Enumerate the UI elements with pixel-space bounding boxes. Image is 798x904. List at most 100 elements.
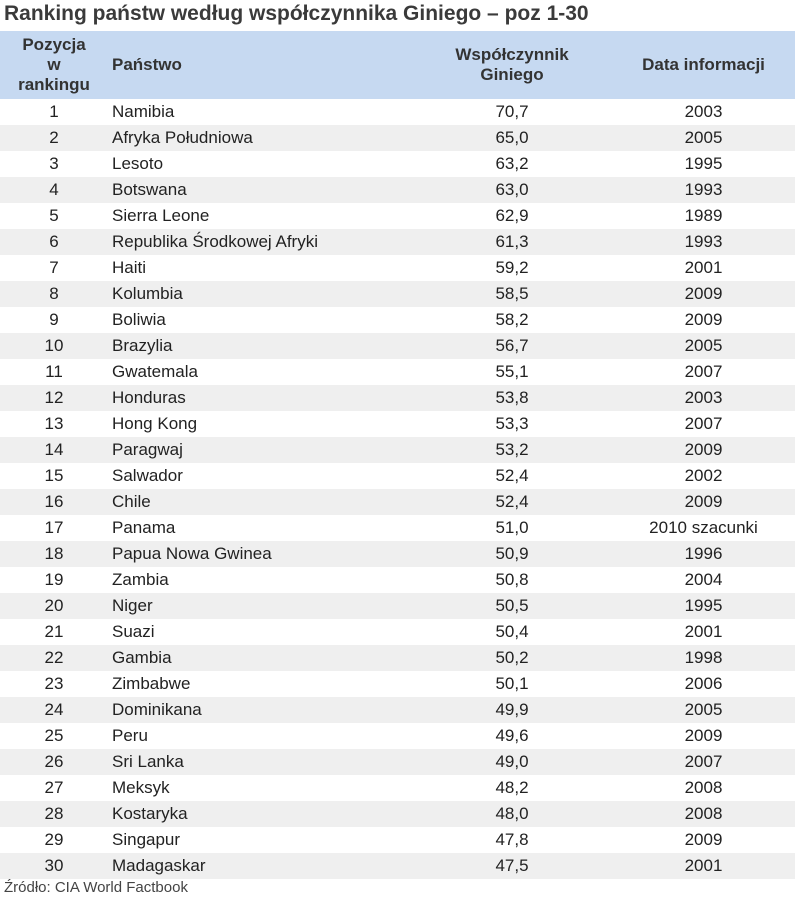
table-cell: 53,8 [412, 385, 612, 411]
table-cell: 62,9 [495, 206, 529, 225]
table-cell: Zambia [112, 570, 169, 589]
table-cell: 20 [0, 593, 108, 619]
source-note: Źródło: CIA World Factbook [4, 879, 188, 896]
table-cell: 13 [44, 414, 64, 433]
table-row: 29 Singapur 47,8 2009 [0, 827, 795, 853]
table-cell: 2002 [684, 466, 723, 485]
table-cell: Hong Kong [112, 414, 198, 433]
table-cell: 50,1 [495, 674, 529, 693]
table-cell: 47,8 [495, 830, 529, 849]
table-cell: Boliwia [112, 310, 166, 329]
table-cell: 63,0 [412, 177, 612, 203]
table-row: 2 Afryka Południowa 65,0 2005 [0, 125, 795, 151]
table-cell: 17 [44, 518, 64, 537]
table-cell: 49,0 [412, 749, 612, 775]
table-cell: 6 [0, 229, 108, 255]
table-cell: 49,9 [412, 697, 612, 723]
table-cell: Paragwaj [108, 437, 412, 463]
table-cell: Suazi [112, 622, 155, 641]
table-cell: 1996 [612, 541, 795, 567]
table-cell: 24 [0, 697, 108, 723]
table-cell: 56,7 [412, 333, 612, 359]
table-cell: 26 [0, 749, 108, 775]
header-cell: Data informacji [612, 31, 795, 99]
table-row: 28 Kostaryka 48,0 2008 [0, 801, 795, 827]
table-cell: 63,2 [495, 154, 529, 173]
table-cell: Sierra Leone [112, 206, 210, 225]
table-cell: Botswana [108, 177, 412, 203]
table-row: 12 Honduras 53,8 2003 [0, 385, 795, 411]
table-header: Pozycja w rankingu Państwo Współczynnik … [0, 31, 795, 99]
table-row: 30 Madagaskar 47,5 2001 [0, 853, 795, 879]
header-cell: Państwo [108, 31, 412, 99]
table-cell: 2007 [612, 749, 795, 775]
table-row: 24 Dominikana 49,9 2005 [0, 697, 795, 723]
table-cell: 2005 [612, 333, 795, 359]
table-cell: 23 [44, 674, 64, 693]
table-cell: 49,6 [495, 726, 529, 745]
table-cell: 8 [0, 281, 108, 307]
table-cell: 65,0 [412, 125, 612, 151]
table-cell: 1998 [612, 645, 795, 671]
table-cell: 2008 [684, 778, 723, 797]
table-cell: 53,3 [495, 414, 529, 433]
table-cell: 12 [0, 385, 108, 411]
header-cell: Współczynnik Giniego [412, 31, 612, 99]
table-cell: 2001 [612, 853, 795, 879]
table-cell: 2003 [612, 385, 795, 411]
table-cell: 29 [44, 830, 64, 849]
header-text: Współczynnik Giniego [455, 45, 569, 84]
table-cell: 4 [0, 177, 108, 203]
table-row: 25 Peru 49,6 2009 [0, 723, 795, 749]
table-cell: Papua Nowa Gwinea [108, 541, 412, 567]
table-cell: 5 [49, 206, 59, 225]
table-cell: Gwatemala [112, 362, 198, 381]
table-cell: Salwador [112, 466, 183, 485]
table-row: 11 Gwatemala 55,1 2007 [0, 359, 795, 385]
table-cell: 10 [0, 333, 108, 359]
table-cell: 52,4 [495, 466, 529, 485]
table-row: 5 Sierra Leone 62,9 1989 [0, 203, 795, 229]
table-row: 19 Zambia 50,8 2004 [0, 567, 795, 593]
table-row: 3 Lesoto 63,2 1995 [0, 151, 795, 177]
table-cell: 2007 [684, 414, 723, 433]
table-cell: 52,4 [412, 489, 612, 515]
header-row: Pozycja w rankingu Państwo Współczynnik … [0, 31, 795, 99]
table-cell: 1995 [684, 154, 723, 173]
header-text: Pozycja w rankingu [18, 35, 90, 94]
table-row: 6 Republika Środkowej Afryki 61,3 1993 [0, 229, 795, 255]
table-row: 21 Suazi 50,4 2001 [0, 619, 795, 645]
table-cell: 2 [0, 125, 108, 151]
table-cell: Republika Środkowej Afryki [108, 229, 412, 255]
table-cell: 1993 [612, 177, 795, 203]
table-cell: 50,8 [495, 570, 529, 589]
table-cell: 48,0 [412, 801, 612, 827]
table-cell: 15 [44, 466, 64, 485]
table-cell: Sri Lanka [108, 749, 412, 775]
table-cell: Brazylia [108, 333, 412, 359]
table-cell: Madagaskar [108, 853, 412, 879]
table-cell: 50,9 [412, 541, 612, 567]
table-row: 4 Botswana 63,0 1993 [0, 177, 795, 203]
table-cell: 2004 [684, 570, 723, 589]
table-cell: 18 [0, 541, 108, 567]
table-cell: 48,2 [495, 778, 529, 797]
table-cell: 2009 [612, 437, 795, 463]
table-cell: Dominikana [108, 697, 412, 723]
table-cell: 2005 [612, 697, 795, 723]
table-row: 20 Niger 50,5 1995 [0, 593, 795, 619]
table-cell: 22 [0, 645, 108, 671]
table-row: 1 Namibia 70,7 2003 [0, 99, 795, 125]
table-cell: Singapur [112, 830, 181, 849]
table-row: 26 Sri Lanka 49,0 2007 [0, 749, 795, 775]
table-cell: 2009 [684, 830, 723, 849]
table-cell: 21 [44, 622, 64, 641]
table-cell: 27 [44, 778, 64, 797]
table-cell: 1989 [684, 206, 723, 225]
table-row: 27 Meksyk 48,2 2008 [0, 775, 795, 801]
table-row: 23 Zimbabwe 50,1 2006 [0, 671, 795, 697]
table-cell: Kolumbia [108, 281, 412, 307]
table-cell: 2003 [684, 102, 723, 121]
table-row: 8 Kolumbia 58,5 2009 [0, 281, 795, 307]
table-cell: 2001 [684, 258, 723, 277]
